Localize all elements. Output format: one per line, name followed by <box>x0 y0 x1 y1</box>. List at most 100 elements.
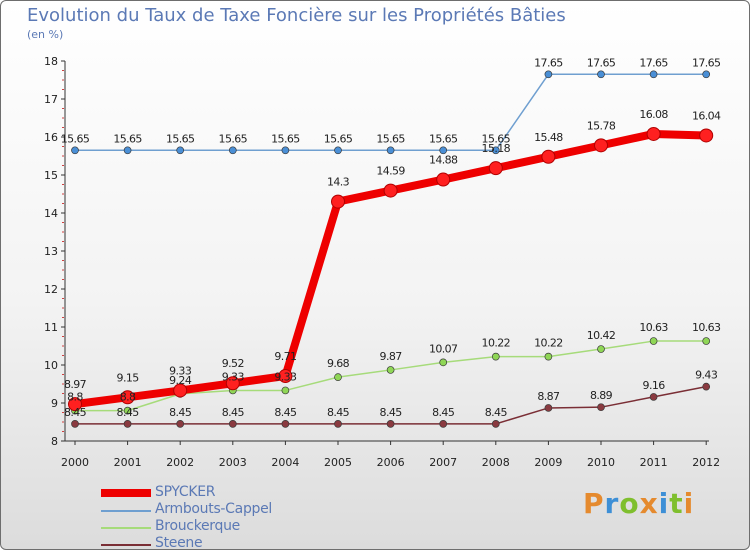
proxiti-logo: Proxiti <box>583 487 694 520</box>
data-point-brouckerque <box>334 373 342 382</box>
data-label-spycker: 9.71 <box>274 350 296 363</box>
legend-label-brouckerque: Brouckerque <box>155 518 240 534</box>
x-tick-label: 2009 <box>534 456 562 469</box>
logo-letter: x <box>639 487 659 520</box>
data-label-spycker: 16.04 <box>692 109 721 122</box>
data-point-armbouts-cappel <box>386 146 395 155</box>
data-label-steene: 8.45 <box>117 406 140 419</box>
data-label-armbouts-cappel: 15.65 <box>429 132 458 145</box>
data-point-armbouts-cappel <box>176 146 185 155</box>
legend-swatch-spycker <box>101 489 151 497</box>
data-label-spycker: 16.08 <box>639 108 668 121</box>
logo-letter: o <box>619 487 640 520</box>
data-label-brouckerque: 10.22 <box>482 337 511 350</box>
legend-swatch-steene <box>101 544 151 546</box>
data-point-armbouts-cappel <box>71 146 79 155</box>
data-point-spycker <box>225 376 240 391</box>
data-point-spycker <box>173 383 188 398</box>
data-point-brouckerque <box>386 366 395 374</box>
data-label-steene: 8.45 <box>432 406 455 419</box>
logo-letter: r <box>604 487 620 520</box>
data-label-spycker: 14.3 <box>327 176 350 189</box>
data-point-brouckerque <box>281 386 290 395</box>
data-point-armbouts-cappel <box>491 146 500 155</box>
data-point-brouckerque <box>702 337 711 345</box>
data-label-spycker: 15.48 <box>534 131 563 144</box>
data-label-brouckerque: 10.42 <box>587 329 616 342</box>
x-tick-label: 2012 <box>692 456 720 469</box>
data-point-spycker <box>383 183 398 198</box>
x-tick-label: 2006 <box>377 456 405 469</box>
data-label-steene: 9.43 <box>695 369 718 382</box>
y-tick-label: 15 <box>44 169 58 182</box>
legend-label-spycker: SPYCKER <box>155 484 216 500</box>
y-tick-label: 9 <box>51 397 58 410</box>
data-label-armbouts-cappel: 15.65 <box>219 132 248 145</box>
data-label-brouckerque: 10.63 <box>639 321 668 334</box>
data-point-armbouts-cappel <box>439 146 448 155</box>
data-point-steene <box>439 420 448 428</box>
data-label-brouckerque: 8.8 <box>120 391 136 404</box>
data-point-brouckerque <box>649 337 658 345</box>
data-point-steene <box>597 403 605 412</box>
data-point-spycker <box>541 149 556 164</box>
data-point-brouckerque <box>439 358 448 367</box>
data-label-steene: 8.45 <box>222 406 245 419</box>
data-point-steene <box>702 382 711 391</box>
data-point-steene <box>334 420 342 428</box>
y-tick-label: 17 <box>44 93 58 106</box>
data-point-armbouts-cappel <box>544 70 553 79</box>
x-tick-label: 2003 <box>219 456 247 469</box>
data-label-armbouts-cappel: 15.65 <box>113 132 142 145</box>
data-point-spycker <box>120 390 135 405</box>
data-label-brouckerque: 9.33 <box>274 370 297 383</box>
logo-letter: i <box>658 487 670 520</box>
data-point-brouckerque <box>597 345 605 353</box>
data-label-armbouts-cappel: 15.65 <box>324 132 353 145</box>
data-label-armbouts-cappel: 15.65 <box>482 132 511 145</box>
y-tick-label: 14 <box>44 207 58 220</box>
data-point-brouckerque <box>123 406 132 415</box>
data-label-armbouts-cappel: 15.65 <box>61 132 90 145</box>
x-tick-label: 2011 <box>640 456 668 469</box>
data-label-armbouts-cappel: 17.65 <box>534 56 563 69</box>
data-point-spycker <box>436 172 451 187</box>
x-tick-label: 2010 <box>587 456 615 469</box>
data-label-steene: 8.89 <box>590 389 613 402</box>
data-label-armbouts-cappel: 17.65 <box>639 56 668 69</box>
data-label-spycker: 9.15 <box>117 371 140 384</box>
data-label-armbouts-cappel: 15.65 <box>271 132 300 145</box>
y-tick-label: 8 <box>51 435 58 448</box>
data-label-brouckerque: 10.07 <box>429 342 458 355</box>
chart-unit-label: (en %) <box>27 28 64 41</box>
data-label-brouckerque: 8.8 <box>67 391 83 404</box>
data-label-spycker: 14.88 <box>429 154 458 167</box>
x-tick-label: 2005 <box>324 456 352 469</box>
data-point-armbouts-cappel <box>334 146 342 155</box>
data-point-brouckerque <box>544 352 553 361</box>
y-tick-label: 12 <box>44 283 58 296</box>
y-tick-label: 11 <box>44 321 58 334</box>
legend-label-steene: Steene <box>155 535 203 550</box>
data-label-spycker: 14.59 <box>376 165 405 178</box>
data-point-spycker <box>646 126 661 141</box>
data-point-steene <box>123 420 132 428</box>
data-label-brouckerque: 10.63 <box>692 321 721 334</box>
data-point-steene <box>71 420 79 428</box>
data-point-spycker <box>594 138 608 153</box>
x-tick-label: 2004 <box>271 456 299 469</box>
data-label-steene: 8.45 <box>169 406 192 419</box>
data-label-steene: 9.16 <box>643 379 666 392</box>
y-tick-label: 18 <box>44 55 58 68</box>
data-label-brouckerque: 9.87 <box>380 350 403 363</box>
data-label-brouckerque: 9.24 <box>169 374 192 387</box>
legend-swatch-brouckerque <box>101 527 151 529</box>
data-point-armbouts-cappel <box>281 146 290 155</box>
logo-letter: P <box>583 487 605 520</box>
data-point-spycker <box>331 194 345 209</box>
data-point-armbouts-cappel <box>649 70 658 79</box>
x-tick-label: 2002 <box>166 456 194 469</box>
data-label-armbouts-cappel: 17.65 <box>587 56 616 69</box>
data-label-steene: 8.45 <box>64 406 87 419</box>
